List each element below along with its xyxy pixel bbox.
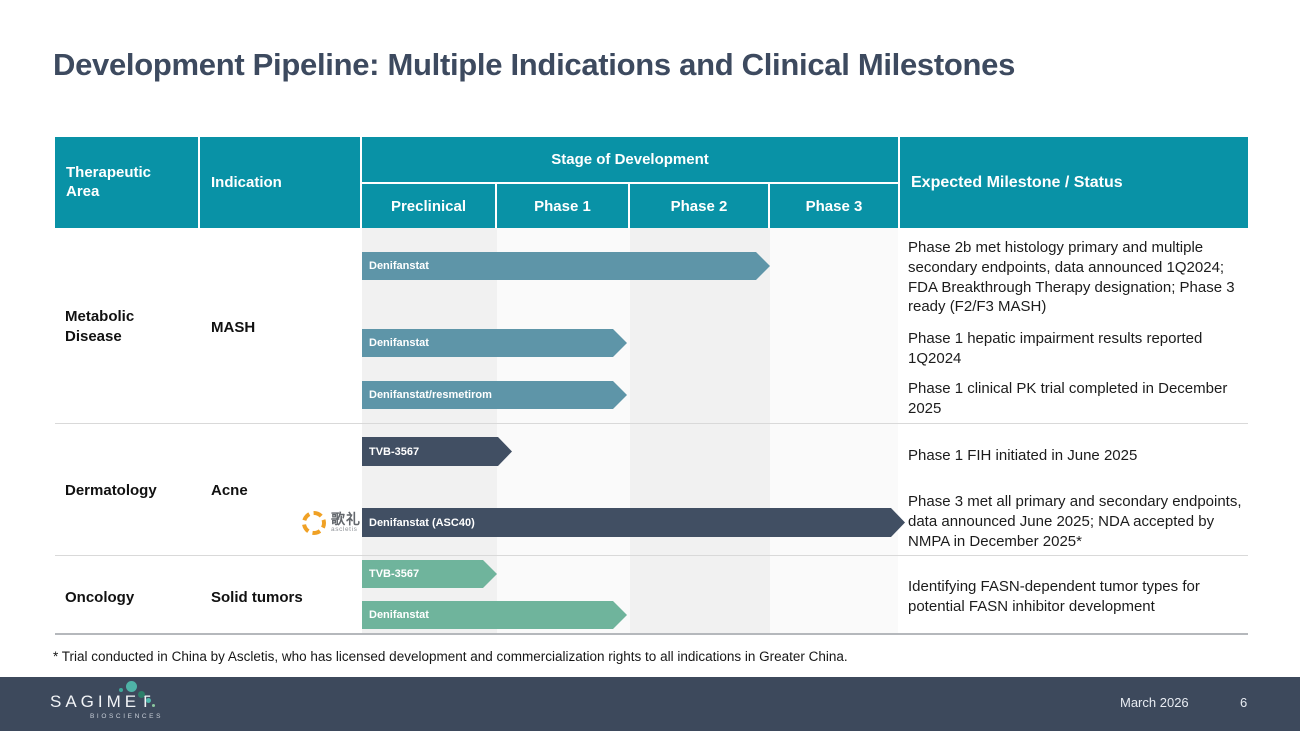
stage-column-shade-phase-3 bbox=[770, 228, 898, 634]
stage-column-shade-phase-2 bbox=[630, 228, 770, 634]
logo-dot-icon bbox=[138, 691, 145, 698]
header-indication: Indication bbox=[200, 137, 360, 228]
table-bottom-border bbox=[55, 633, 1248, 635]
row-area-metabolic-disease: Metabolic Disease bbox=[65, 308, 135, 345]
pipeline-bar-tvb-3567-acne: TVB-3567 bbox=[362, 437, 512, 466]
milestone-text: Phase 3 met all primary and secondary en… bbox=[908, 493, 1242, 550]
ascletis-logo: 歌礼 ascletis bbox=[302, 508, 361, 538]
footer-date: March 2026 bbox=[1120, 695, 1189, 710]
header-therapeutic-area: Therapeutic Area bbox=[55, 137, 198, 228]
row-indication-solid-tumors: Solid tumors bbox=[211, 589, 303, 606]
milestone-text: Phase 1 hepatic impairment results repor… bbox=[908, 330, 1203, 367]
header-expected-milestone: Expected Milestone / Status bbox=[900, 137, 1248, 228]
row-area-oncology: Oncology bbox=[65, 589, 135, 606]
footnote: * Trial conducted in China by Ascletis, … bbox=[53, 649, 848, 664]
sagimet-logo-subtitle: BIOSCIENCES bbox=[90, 713, 164, 720]
row-divider bbox=[55, 555, 1248, 556]
page-title: Development Pipeline: Multiple Indicatio… bbox=[53, 47, 1016, 82]
header-phase-1: Phase 1 bbox=[497, 184, 628, 228]
bar-label: TVB-3567 bbox=[369, 445, 420, 458]
logo-dot-icon bbox=[146, 698, 151, 703]
row-indication-acne: Acne bbox=[211, 482, 248, 499]
milestone-text: Phase 2b met histology primary and multi… bbox=[908, 239, 1235, 316]
header-phase-2-label: Phase 2 bbox=[670, 197, 728, 215]
header-phase-3-label: Phase 3 bbox=[805, 197, 863, 215]
ascletis-chinese-characters: 歌礼 bbox=[331, 511, 361, 528]
pipeline-bar-denifanstat-mash-phase2: Denifanstat bbox=[362, 252, 770, 280]
header-phase-3: Phase 3 bbox=[770, 184, 898, 228]
header-phase-1-label: Phase 1 bbox=[534, 197, 591, 215]
bar-label: TVB-3567 bbox=[369, 568, 420, 580]
sagimet-logo: SAGIMET bbox=[50, 692, 155, 711]
header-preclinical: Preclinical bbox=[362, 184, 495, 228]
header-stage-of-development: Stage of Development bbox=[362, 137, 898, 182]
milestone-text: Phase 1 FIH initiated in June 2025 bbox=[908, 447, 1138, 464]
row-divider bbox=[55, 423, 1248, 424]
row-indication-mash: MASH bbox=[211, 319, 256, 336]
ascletis-ring-icon bbox=[302, 511, 326, 535]
bar-label: Denifanstat bbox=[369, 260, 429, 272]
page-number: 6 bbox=[1240, 695, 1248, 710]
header-stage-group-label: Stage of Development bbox=[551, 151, 709, 168]
ascletis-name: ascletis bbox=[331, 526, 358, 534]
pipeline-bar-denifanstat-asc40: Denifanstat (ASC40) bbox=[362, 508, 905, 537]
bar-label: Denifanstat (ASC40) bbox=[369, 516, 475, 529]
bar-label: Denifanstat/resmetirom bbox=[369, 389, 492, 401]
pipeline-bar-denifanstat-resmetirom: Denifanstat/resmetirom bbox=[362, 381, 627, 409]
pipeline-bar-denifanstat-mash-phase1: Denifanstat bbox=[362, 329, 627, 357]
header-preclinical-label: Preclinical bbox=[390, 197, 467, 215]
bar-label: Denifanstat bbox=[369, 609, 429, 621]
header-expected-milestone-label: Expected Milestone / Status bbox=[911, 173, 1123, 191]
milestone-text: Phase 1 clinical PK trial completed in D… bbox=[908, 380, 1228, 417]
pipeline-bar-tvb-3567-oncology: TVB-3567 bbox=[362, 560, 497, 588]
milestone-text: Identifying FASN-dependent tumor types f… bbox=[908, 578, 1200, 615]
pipeline-bar-denifanstat-oncology: Denifanstat bbox=[362, 601, 627, 629]
bar-label: Denifanstat bbox=[369, 337, 429, 349]
row-area-dermatology: Dermatology bbox=[65, 482, 157, 499]
logo-dot-icon bbox=[152, 704, 155, 707]
header-therapeutic-area-label: Therapeutic Area bbox=[66, 163, 152, 200]
logo-dot-icon bbox=[126, 681, 137, 692]
logo-dot-icon bbox=[119, 688, 123, 692]
header-phase-2: Phase 2 bbox=[630, 184, 768, 228]
footer-bar bbox=[0, 677, 1300, 731]
stage-column-shade-phase-1 bbox=[497, 228, 630, 634]
header-indication-label: Indication bbox=[211, 174, 282, 191]
